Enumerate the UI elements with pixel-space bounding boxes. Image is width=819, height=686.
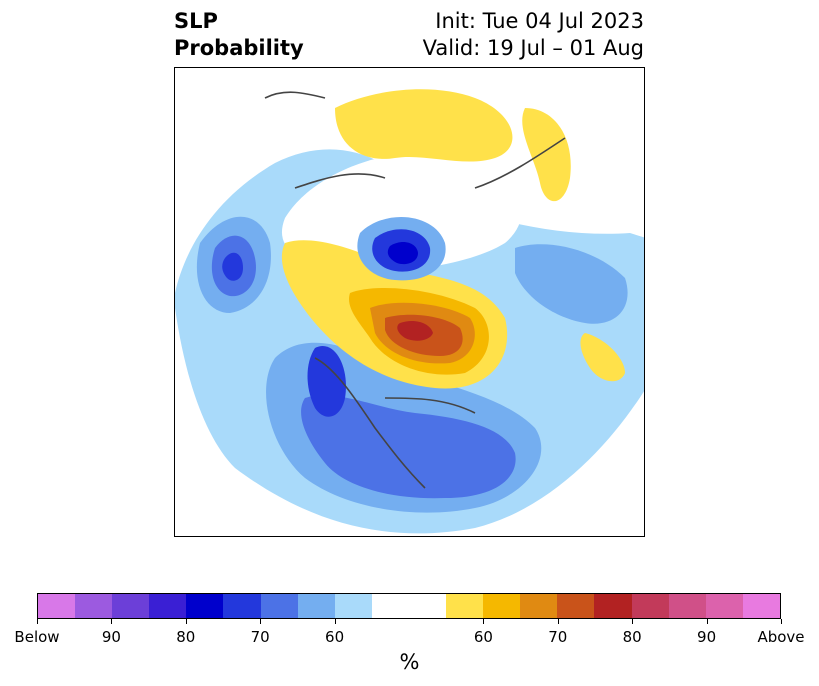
title-quantity: Probability [174, 36, 304, 60]
colorbar-cell [38, 594, 76, 618]
below-90-region-pacific [222, 252, 243, 281]
colorbar-cell [75, 594, 113, 618]
colorbar-tick-mark [260, 619, 262, 624]
colorbar-tick-mark [632, 619, 634, 624]
colorbar [37, 593, 781, 619]
below-90-region-arctic [387, 242, 418, 265]
map-canvas [175, 89, 644, 534]
colorbar-tick-label: 70 [250, 628, 270, 646]
above-60-region-north [335, 89, 513, 162]
title-field: SLP [174, 9, 218, 33]
colorbar-cell [149, 594, 187, 618]
colorbar-cell [705, 594, 743, 618]
colorbar-cell [520, 594, 558, 618]
colorbar-tick-label: 80 [622, 628, 642, 646]
above-60-region-east [522, 108, 571, 202]
colorbar-tick-label: Above [757, 628, 805, 646]
colorbar-cell [483, 594, 521, 618]
colorbar-tick-mark [111, 619, 113, 624]
colorbar-tick-label: 80 [176, 628, 196, 646]
below-70-region-east [515, 244, 628, 324]
colorbar-tick-mark [483, 619, 485, 624]
title-left: SLP Probability [174, 8, 304, 62]
colorbar-cell [334, 594, 372, 618]
colorbar-cell [297, 594, 335, 618]
colorbar-tick-mark [185, 619, 187, 624]
colorbar-cell [668, 594, 706, 618]
colorbar-tick-label: 90 [697, 628, 717, 646]
colorbar-unit: % [399, 650, 420, 674]
colorbar-tick-label: 90 [101, 628, 121, 646]
colorbar-cell [186, 594, 224, 618]
above-60-region-atlantic [580, 333, 625, 382]
colorbar-tick-mark [37, 619, 38, 624]
colorbar-cell [631, 594, 669, 618]
colorbar-cell [223, 594, 261, 618]
below-80-region-na [301, 395, 516, 499]
coastline [264, 91, 566, 489]
init-date: Init: Tue 04 Jul 2023 [435, 9, 644, 33]
below-80-region-west [307, 346, 346, 417]
colorbar-cell [371, 594, 409, 618]
title-right: Init: Tue 04 Jul 2023 Valid: 19 Jul – 01… [423, 8, 644, 62]
colorbar-cell [112, 594, 150, 618]
colorbar-cell [594, 594, 632, 618]
colorbar-tick-label: Below [14, 628, 60, 646]
colorbar-tick-mark [334, 619, 336, 624]
colorbar-cell [446, 594, 484, 618]
colorbar-cell [260, 594, 298, 618]
colorbar-tick-label: 60 [325, 628, 345, 646]
valid-range: Valid: 19 Jul – 01 Aug [422, 36, 644, 60]
near-normal-arctic [281, 151, 522, 272]
colorbar-tick-label: 60 [473, 628, 493, 646]
colorbar-cell [742, 594, 780, 618]
probability-map [174, 67, 645, 537]
colorbar-tick-mark [706, 619, 708, 624]
above-max-region-greenland [397, 321, 433, 341]
colorbar-cell [557, 594, 595, 618]
colorbar-tick-mark [781, 619, 782, 624]
colorbar-tick-mark [557, 619, 559, 624]
colorbar-tick-label: 70 [548, 628, 568, 646]
colorbar-cell [408, 594, 447, 618]
